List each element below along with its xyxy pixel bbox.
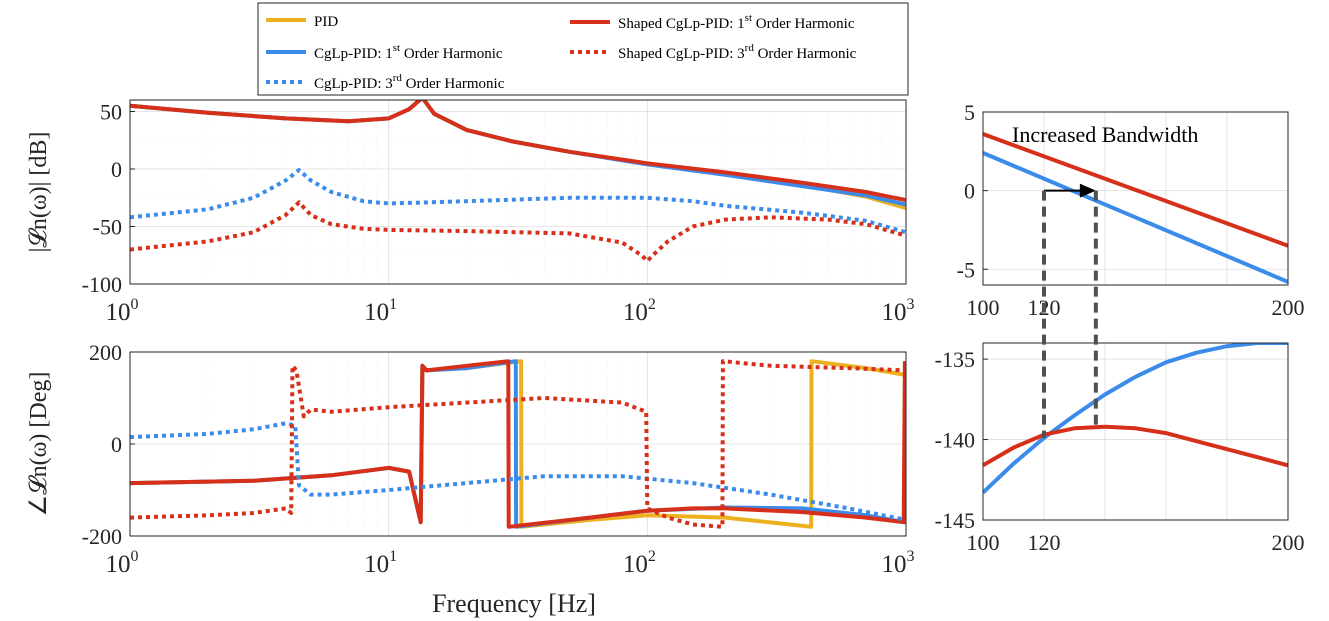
- x-tick-base: 10: [106, 299, 131, 326]
- magnitude-y-tick-label: -100: [82, 272, 122, 297]
- x-tick-exponent: 1: [389, 548, 397, 565]
- magnitude-y-tick-label: 0: [111, 157, 122, 182]
- x-tick-exponent: 0: [131, 296, 139, 313]
- series-line-cglp: [983, 343, 1288, 495]
- legend-label-text: Shaped CgLp-PID: 3: [618, 46, 745, 62]
- series-line-shaped: [130, 100, 906, 203]
- legend-label-suffix: Order Harmonic: [400, 46, 503, 62]
- x-tick-base: 10: [364, 551, 389, 578]
- mag-zoom-panel: 50-5100120200Increased Bandwidth: [957, 100, 1305, 320]
- series-line-shaped: [983, 132, 1288, 248]
- x-tick-exponent: 2: [648, 296, 656, 313]
- legend-label-suffix: Order Harmonic: [402, 76, 505, 92]
- mag-zoom-series-group: [983, 132, 1288, 284]
- legend-label-superscript: st: [745, 12, 752, 24]
- legend-label-superscript: rd: [393, 72, 403, 84]
- mag-zoom-x-tick-label: 100: [967, 295, 1000, 320]
- mag-zoom-x-tick-label: 200: [1272, 295, 1305, 320]
- series-line-shaped: [130, 359, 906, 529]
- x-tick-base: 10: [882, 551, 907, 578]
- phase-zoom-y-tick-label: -145: [935, 508, 975, 533]
- magnitude-x-tick-label: 101: [364, 296, 397, 326]
- phase-x-tick-label: 100: [106, 548, 139, 578]
- magnitude-x-tick-label: 103: [882, 296, 915, 326]
- legend-label-shaped3: Shaped CgLp-PID: 3rd Order Harmonic: [618, 42, 857, 62]
- magnitude-y-tick-label: -50: [93, 215, 122, 240]
- x-tick-exponent: 1: [389, 296, 397, 313]
- phase-series-group: [130, 359, 906, 529]
- x-tick-exponent: 0: [131, 548, 139, 565]
- legend-label-shaped1: Shaped CgLp-PID: 1st Order Harmonic: [618, 12, 855, 32]
- mag-zoom-y-tick-label: -5: [957, 257, 975, 282]
- phase-zoom-x-tick-label: 200: [1272, 530, 1305, 555]
- x-tick-base: 10: [623, 551, 648, 578]
- phase-x-tick-label: 101: [364, 548, 397, 578]
- legend-box: [257, 2, 909, 96]
- phase-y-tick-label: -200: [82, 524, 122, 549]
- magnitude-x-tick-label: 100: [106, 296, 139, 326]
- magnitude-frame: [129, 99, 907, 285]
- magnitude-y-axis-label: |𝓛n(ω)| [dB]: [26, 132, 52, 253]
- phase-x-axis-label: Frequency [Hz]: [432, 589, 596, 618]
- series-line-shaped: [983, 424, 1288, 468]
- legend-label-cglp3: CgLp-PID: 3rd Order Harmonic: [314, 72, 505, 92]
- x-tick-base: 10: [106, 551, 131, 578]
- series-line-shaped-dot: [130, 359, 906, 529]
- phase-zoom-x-tick-label: 100: [967, 530, 1000, 555]
- annotation-increased-bandwidth: Increased Bandwidth: [1012, 122, 1198, 147]
- phase-y-axis-label: ∠𝓛n(ω) [Deg]: [26, 372, 52, 517]
- phase-zoom-y-tick-label: -135: [935, 347, 975, 372]
- x-tick-exponent: 3: [907, 548, 915, 565]
- legend-label-superscript: rd: [745, 42, 755, 54]
- legend-label-text: CgLp-PID: 1: [314, 46, 393, 62]
- mag-zoom-y-tick-label: 5: [964, 100, 975, 125]
- phase-x-tick-label: 102: [623, 548, 656, 578]
- legend-label-cglp1: CgLp-PID: 1st Order Harmonic: [314, 42, 503, 62]
- mag-zoom-frame: [982, 111, 1289, 286]
- phase-zoom-x-tick-label: 120: [1028, 530, 1061, 555]
- legend-label-suffix: Order Harmonic: [752, 16, 855, 32]
- magnitude-series-group: [130, 100, 906, 263]
- phase-y-tick-label: 200: [89, 340, 122, 365]
- legend-label-text: Shaped CgLp-PID: 1: [618, 16, 745, 32]
- series-line-cglp-dot: [130, 421, 906, 522]
- legend-label-superscript: st: [393, 42, 400, 54]
- phase-zoom-frame: [982, 342, 1289, 521]
- series-line-cglp: [983, 151, 1288, 284]
- x-tick-base: 10: [364, 299, 389, 326]
- legend-label-suffix: Order Harmonic: [754, 46, 857, 62]
- x-tick-base: 10: [623, 299, 648, 326]
- x-tick-base: 10: [882, 299, 907, 326]
- bandwidth-arrow-head: [1079, 183, 1096, 198]
- series-line-shaped-dot: [130, 200, 906, 263]
- mag-zoom-y-tick-label: 0: [964, 179, 975, 204]
- legend-label-text: CgLp-PID: 3: [314, 76, 393, 92]
- phase-zoom-series-group: [983, 343, 1288, 495]
- magnitude-y-tick-label: 50: [100, 100, 122, 125]
- magnitude-x-tick-label: 102: [623, 296, 656, 326]
- phase-x-tick-label: 103: [882, 548, 915, 578]
- phase-y-tick-label: 0: [111, 432, 122, 457]
- x-tick-exponent: 3: [907, 296, 915, 313]
- x-tick-exponent: 2: [648, 548, 656, 565]
- legend-label-pid: PID: [314, 14, 338, 30]
- legend-label-text: PID: [314, 14, 338, 30]
- phase-zoom-y-tick-label: -140: [935, 428, 975, 453]
